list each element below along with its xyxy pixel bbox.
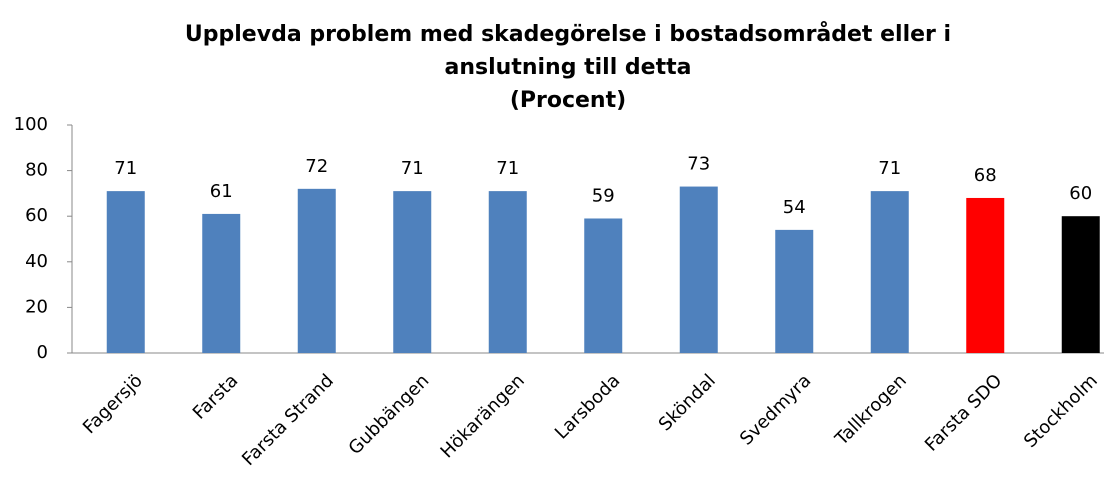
bar <box>679 186 718 353</box>
x-tick-label: Hökarängen <box>437 370 529 462</box>
y-tick-label: 80 <box>25 160 48 181</box>
x-tick-label: Tallkrogen <box>831 370 911 450</box>
bar <box>393 191 432 353</box>
value-label: 59 <box>592 185 615 206</box>
bar <box>584 218 623 353</box>
bar <box>106 191 145 353</box>
bar <box>202 213 241 353</box>
chart-title: anslutning till detta <box>445 55 692 80</box>
x-tick-label: Farsta Strand <box>238 370 338 470</box>
x-tick-label: Gubbängen <box>345 370 434 459</box>
value-label: 54 <box>783 197 806 218</box>
y-tick-label: 40 <box>25 251 48 272</box>
y-tick-label: 20 <box>25 296 48 317</box>
x-tick-label: Farsta SDO <box>921 370 1006 455</box>
y-tick-label: 100 <box>14 114 48 135</box>
value-label: 68 <box>974 165 997 186</box>
bar <box>1061 216 1100 353</box>
value-label: 72 <box>305 156 328 177</box>
y-tick-label: 0 <box>37 342 48 363</box>
y-tick-label: 60 <box>25 205 48 226</box>
bar <box>297 188 336 353</box>
bar <box>870 191 909 353</box>
value-label: 73 <box>687 154 710 175</box>
x-tick-label: Fagersjö <box>79 370 147 438</box>
x-tick-label: Stockholm <box>1020 370 1102 452</box>
value-label: 71 <box>496 158 519 179</box>
bar <box>775 229 814 353</box>
bar <box>488 191 527 353</box>
value-label: 71 <box>878 158 901 179</box>
value-label: 61 <box>210 181 233 202</box>
value-label: 71 <box>114 158 137 179</box>
x-tick-label: Larsboda <box>551 370 624 443</box>
value-label: 60 <box>1069 183 1092 204</box>
value-label: 71 <box>401 158 424 179</box>
chart-title: (Procent) <box>510 88 626 113</box>
x-tick-label: Farsta <box>189 370 242 423</box>
x-tick-label: Sköndal <box>655 370 720 435</box>
chart-title: Upplevda problem med skadegörelse i bost… <box>185 21 951 47</box>
x-tick-label: Svedmyra <box>736 370 815 449</box>
bar <box>966 197 1005 353</box>
